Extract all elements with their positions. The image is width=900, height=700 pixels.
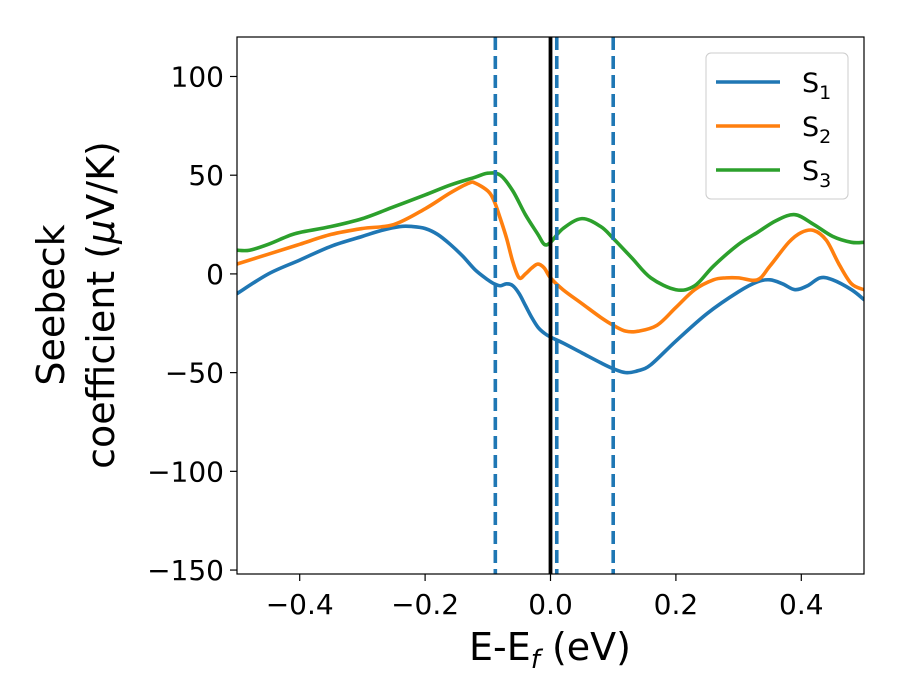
- x-tick-label: 0.0: [528, 588, 573, 621]
- x-axis-title-unit: (eV): [540, 625, 631, 669]
- y-tick-label: 0: [206, 258, 224, 291]
- legend-label-s2: S2: [802, 112, 831, 148]
- y-axis-title-line2: coefficient (μV/K): [79, 141, 123, 469]
- y-tick-label: −50: [165, 357, 224, 390]
- x-axis-title-main: E-E: [469, 625, 531, 669]
- y-axis-title-line2-post: V/K): [79, 141, 123, 220]
- x-tick-label: 0.4: [779, 588, 824, 621]
- x-tick-label: 0.2: [654, 588, 699, 621]
- series-line-s1: [237, 224, 864, 375]
- x-tick-label: −0.2: [391, 588, 459, 621]
- series-line-s2: [237, 180, 864, 334]
- legend-label-s3: S3: [802, 156, 831, 192]
- y-tick-label: 100: [171, 60, 224, 93]
- x-axis-title: E-Ef (eV): [469, 625, 631, 675]
- legend-label-s1: S1: [802, 68, 831, 104]
- y-tick-label: −150: [147, 554, 224, 587]
- y-tick-label: −100: [147, 455, 224, 488]
- y-tick-label: 50: [188, 159, 224, 192]
- y-axis-title-line2-pre: coefficient (: [79, 244, 123, 469]
- x-tick-label: −0.4: [266, 588, 334, 621]
- y-axis-title-mu: μ: [79, 220, 123, 245]
- y-axis-title-line1: Seebeck: [29, 224, 73, 385]
- legend: S1 S2 S3: [705, 52, 849, 200]
